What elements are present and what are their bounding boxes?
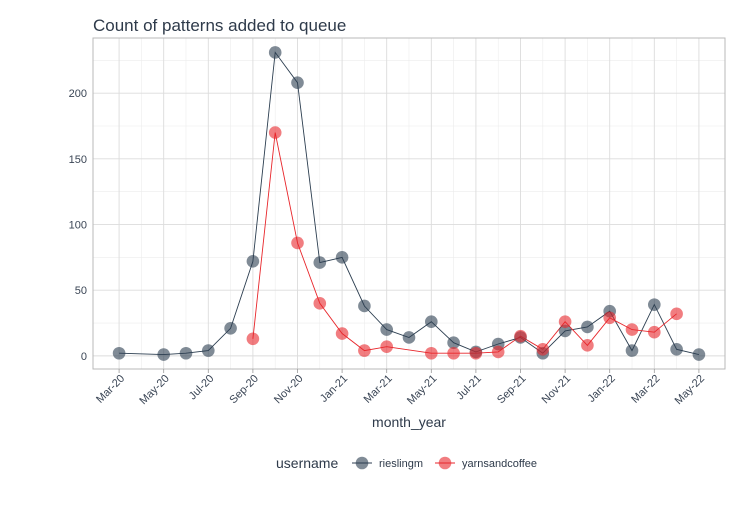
data-point-rieslingm [157,348,170,361]
x-tick-label: Jul-21 [454,373,484,403]
data-point-yarnsandcoffee [246,332,260,346]
data-point-rieslingm [246,254,260,268]
data-point-rieslingm [625,344,639,357]
data-point-rieslingm [335,251,349,264]
legend-label-rieslingm: rieslingm [379,458,423,470]
y-tick-label: 200 [69,88,87,100]
y-tick-label: 50 [75,285,87,297]
data-point-rieslingm [291,76,304,89]
data-point-yarnsandcoffee [291,236,304,250]
data-point-rieslingm [648,298,661,311]
data-point-rieslingm [692,348,706,361]
data-point-yarnsandcoffee [514,329,527,343]
data-point-rieslingm [313,256,327,269]
legend-title: username [276,455,338,471]
data-point-yarnsandcoffee [268,126,282,139]
data-point-yarnsandcoffee [335,327,349,340]
x-tick-label: Jul-20 [187,373,217,403]
y-tick-label: 150 [69,154,87,166]
data-point-yarnsandcoffee [558,315,572,329]
legend: username rieslingm yarnsandcoffee [276,455,537,471]
y-axis: 0 50 100 150 200 [69,88,87,363]
x-tick-label: Nov-21 [540,373,574,407]
data-point-rieslingm [201,344,215,357]
x-axis: Mar-20 May-20 Jul-20 Sep-20 Nov-20 Jan-21 Mar-… [94,369,707,407]
data-point-rieslingm [224,321,237,335]
data-point-yarnsandcoffee [380,340,393,353]
data-point-rieslingm [425,315,438,329]
x-axis-title: month_year [372,414,446,430]
data-point-yarnsandcoffee [491,345,505,359]
data-point-rieslingm [447,336,460,350]
data-point-rieslingm [670,342,683,356]
y-tick-label: 100 [69,220,87,232]
legend-key-point-yarnsandcoffee [438,456,452,470]
data-point-yarnsandcoffee [425,346,438,360]
data-point-yarnsandcoffee [581,339,594,352]
x-tick-label: Jan-22 [586,373,618,405]
y-tick-label: 0 [81,351,87,363]
data-point-rieslingm [581,320,594,334]
data-point-yarnsandcoffee [603,311,617,325]
x-tick-label: May-21 [405,373,439,407]
data-point-yarnsandcoffee [313,297,327,310]
x-tick-label: Sep-21 [495,373,529,407]
data-point-yarnsandcoffee [648,325,661,339]
data-point-yarnsandcoffee [670,307,683,321]
data-point-rieslingm [358,299,371,313]
x-tick-label: May-20 [137,373,171,407]
data-point-yarnsandcoffee [447,346,460,360]
data-point-rieslingm [268,46,282,59]
x-tick-label: Mar-22 [629,373,662,406]
x-tick-label: Sep-20 [227,373,261,407]
data-point-rieslingm [402,331,416,344]
data-point-rieslingm [380,323,393,336]
data-point-yarnsandcoffee [469,346,483,360]
plot-border [92,37,726,370]
series-points [112,46,706,361]
grid [93,38,725,369]
legend-key-point-rieslingm [355,456,369,470]
x-tick-label: May-22 [673,373,707,407]
data-point-rieslingm [112,346,126,360]
x-tick-label: Jan-21 [318,373,350,405]
x-tick-label: Mar-20 [94,373,127,406]
legend-label-yarnsandcoffee: yarnsandcoffee [462,458,537,470]
data-point-yarnsandcoffee [625,323,639,336]
data-point-yarnsandcoffee [536,342,550,356]
data-point-rieslingm [179,346,193,360]
chart-title: Count of patterns added to queue [93,16,346,35]
x-tick-label: Mar-21 [362,373,395,406]
x-tick-label: Nov-20 [272,373,306,407]
data-point-rieslingm [558,324,572,338]
data-point-yarnsandcoffee [358,344,371,357]
